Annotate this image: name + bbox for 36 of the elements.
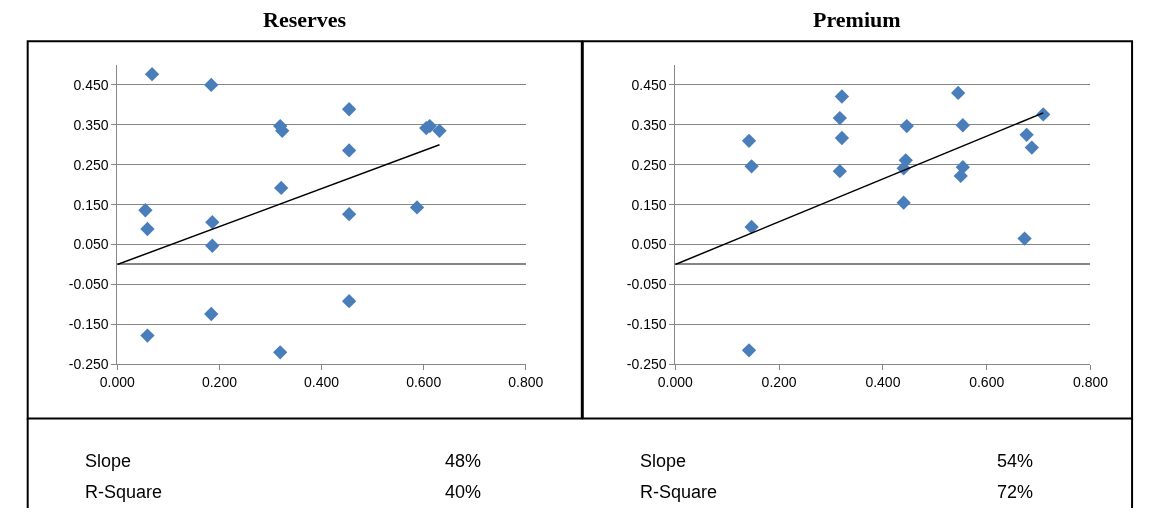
text: R-Square [640,482,718,502]
chart-title: Premium [813,7,901,32]
y-tick-label: -0.050 [68,276,109,293]
x-tick-label: 0.400 [304,374,340,391]
chart-title: Reserves [263,7,347,32]
y-tick-label: 0.450 [73,76,109,93]
text: Slope [85,451,132,471]
x-tick-label: 0.000 [99,374,136,391]
x-tick-label: 0.600 [969,374,1005,391]
y-tick-label: -0.150 [68,316,109,333]
y-tick-label: -0.250 [626,356,667,373]
y-tick-label: 0.350 [73,116,109,133]
y-tick-label: 0.050 [73,236,109,253]
x-tick-label: 0.800 [1072,374,1109,391]
text: R-Square [85,482,163,502]
y-tick-label: -0.250 [68,356,109,373]
text: 48% [445,451,482,471]
y-tick-label: 0.250 [631,156,667,173]
text: 54% [997,451,1034,471]
x-tick-label: 0.000 [657,374,694,391]
y-tick-label: 0.250 [73,156,109,173]
x-tick-label: 0.200 [201,374,238,391]
x-tick-label: 0.400 [865,374,901,391]
y-tick-label: 0.050 [631,236,667,253]
text: 40% [445,482,482,502]
y-tick-label: 0.150 [73,196,109,213]
y-tick-label: -0.050 [626,276,667,293]
y-tick-label: 0.350 [631,116,667,133]
x-tick-label: 0.800 [508,374,544,391]
text: Slope [640,451,687,471]
y-tick-label: -0.150 [626,316,667,333]
text: 72% [997,482,1034,502]
x-tick-label: 0.600 [406,374,442,391]
y-tick-label: 0.150 [631,196,667,213]
y-tick-label: 0.450 [631,76,667,93]
x-tick-label: 0.200 [761,374,797,391]
